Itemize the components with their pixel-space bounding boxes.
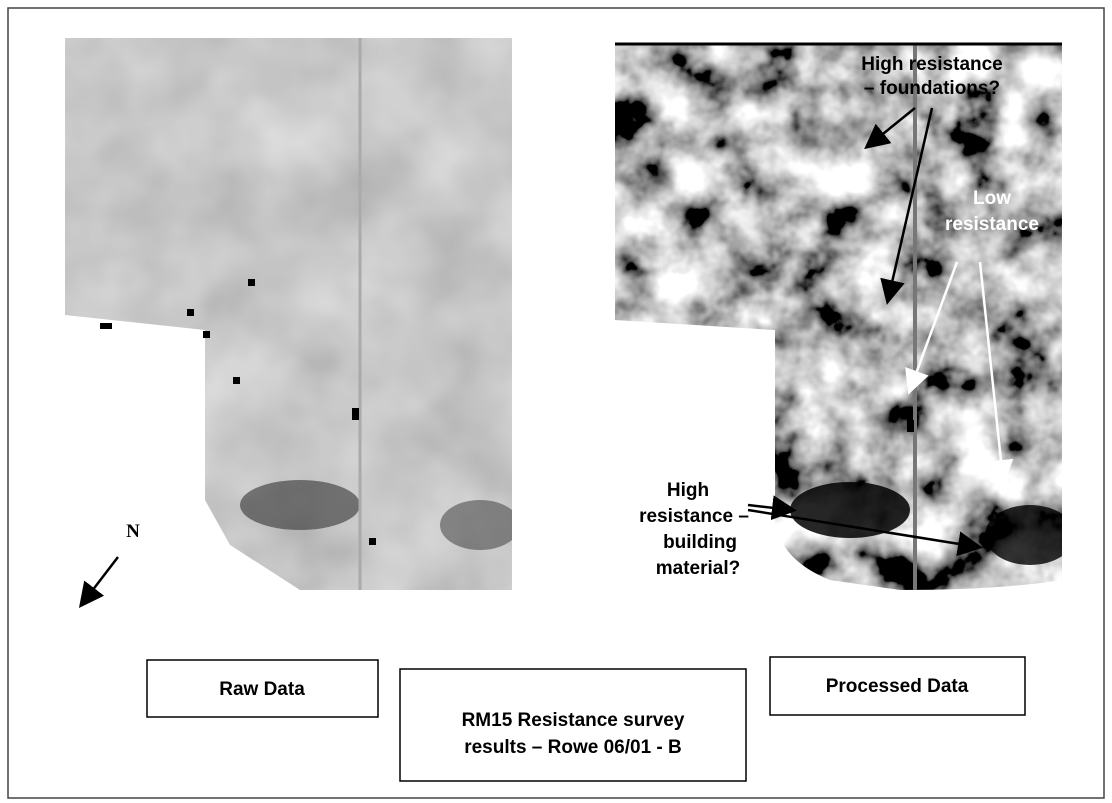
raw-dots xyxy=(100,279,376,545)
annotation: – foundations? xyxy=(864,78,1000,99)
caption: results – Rowe 06/01 - B xyxy=(464,737,682,758)
panel-label: Raw Data xyxy=(219,679,305,700)
label-box xyxy=(769,656,1026,716)
caption: RM15 Resistance survey xyxy=(462,710,685,731)
north-label: N xyxy=(126,521,140,542)
caption-box xyxy=(399,668,747,782)
arrows xyxy=(78,107,1014,608)
annotation: High resistance xyxy=(861,54,1003,75)
annotation: material? xyxy=(656,558,740,579)
annotation: High xyxy=(667,480,709,501)
panel-label: Processed Data xyxy=(826,676,969,697)
annotation: building xyxy=(663,532,737,553)
annotation: resistance xyxy=(945,214,1039,235)
annotation: Low xyxy=(973,188,1011,209)
processed-dot xyxy=(907,420,914,432)
annotation: resistance – xyxy=(639,506,749,527)
label-box xyxy=(146,659,379,718)
